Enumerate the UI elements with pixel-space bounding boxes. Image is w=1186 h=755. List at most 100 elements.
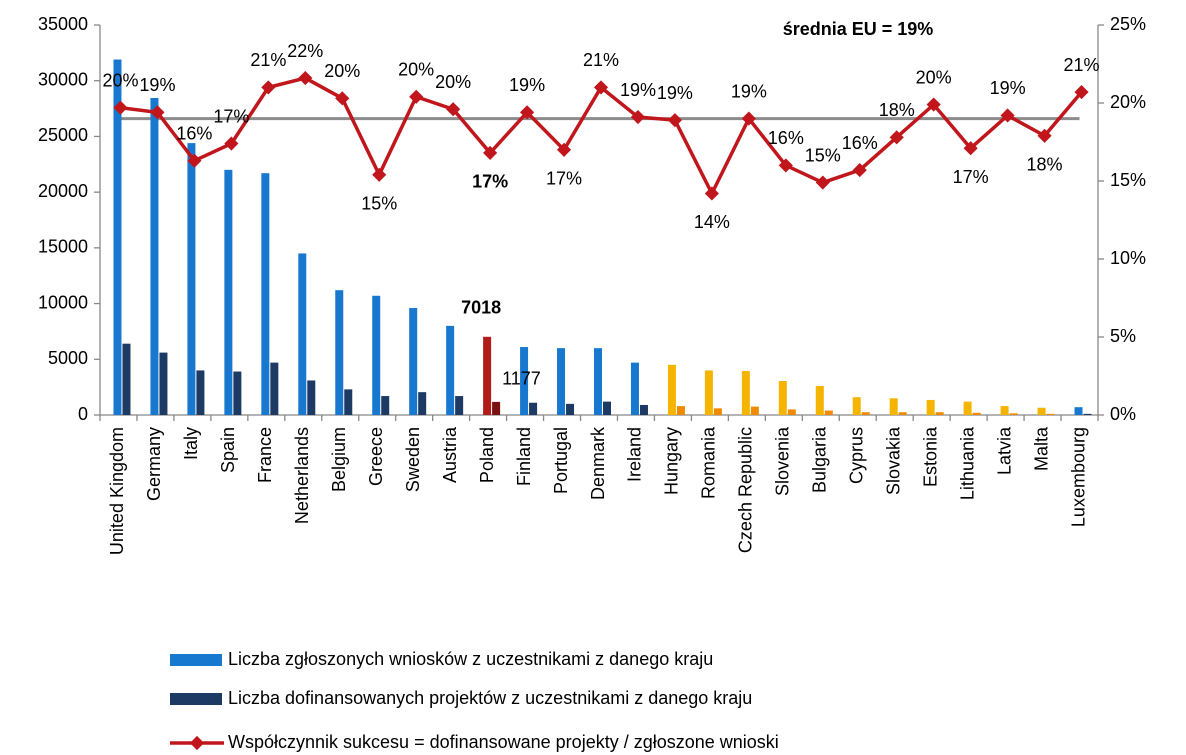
line-value-label: 17% [213,106,249,126]
bar [1083,413,1092,415]
line-marker [1037,128,1052,143]
bar-value-label: 7018 [461,298,501,318]
bar [926,399,935,415]
line-marker [483,145,498,160]
bar [1046,413,1055,415]
line-value-label: 21% [250,50,286,70]
line-value-label: 16% [842,133,878,153]
bar [418,392,427,415]
line-value-label: 22% [287,41,323,61]
line-marker [741,111,756,126]
y2-tick-label: 15% [1110,170,1146,190]
line-value-label: 21% [1064,55,1100,75]
bar [852,397,861,415]
bar [159,352,168,415]
legend-swatch [170,654,222,666]
line-marker [261,80,276,95]
x-tick-label: Finland [514,427,534,486]
line-value-label: 16% [176,123,212,143]
line-value-label: 18% [1027,155,1063,175]
x-tick-label: Germany [144,427,164,501]
line-value-label: 19% [509,75,545,95]
bar [150,97,159,415]
y2-tick-label: 10% [1110,248,1146,268]
x-tick-label: Bulgaria [810,426,830,493]
line-value-label: 17% [472,172,508,192]
bar [861,412,870,415]
x-tick-label: Spain [218,427,238,473]
line-value-label: 18% [879,100,915,120]
y-tick-label: 35000 [38,14,88,34]
line-marker [815,175,830,190]
x-tick-label: Ireland [625,427,645,482]
bar [815,386,824,415]
bar [446,325,455,415]
x-tick-label: Slovenia [773,426,793,496]
line-marker [556,142,572,157]
y-tick-label: 5000 [48,348,88,368]
bar [483,336,492,415]
line-marker [1074,85,1089,100]
line-value-label: 20% [916,67,952,87]
line-value-label: 19% [620,80,656,100]
bar [787,409,796,415]
line-marker [778,158,793,173]
line-value-label: 14% [694,212,730,232]
bar [381,396,390,415]
x-tick-label: Greece [366,427,386,486]
line-marker [630,109,646,125]
line-value-label: 15% [805,145,841,165]
line-marker [372,167,387,182]
bar [1009,413,1018,415]
y2-tick-label: 0% [1110,404,1136,424]
x-tick-label: Portugal [551,427,571,494]
bar [557,348,566,415]
line-value-label: 17% [546,169,582,189]
line-marker [446,102,461,117]
bar [224,169,233,415]
x-tick-label: Malta [1031,426,1051,471]
x-tick-label: Latvia [994,426,1014,475]
x-tick-label: Denmark [588,426,608,500]
line-marker [667,113,682,128]
line-value-label: 15% [361,194,397,214]
x-tick-label: Romania [699,426,719,499]
legend-label: Współczynnik sukcesu = dofinansowane pro… [228,732,779,752]
legend-marker [189,735,205,751]
bar [529,402,538,415]
x-tick-label: Belgium [329,427,349,492]
line-marker [889,130,904,145]
line-value-label: 19% [731,81,767,101]
x-tick-label: Hungary [662,427,682,495]
line-value-label: 20% [435,72,471,92]
line-value-label: 17% [953,167,989,187]
y-tick-label: 25000 [38,125,88,145]
bar [298,253,307,415]
bar [667,364,676,415]
legend-label: Liczba dofinansowanych projektów z uczes… [228,688,752,708]
bar [233,371,242,415]
bar [639,404,648,415]
line-marker [187,153,202,168]
x-tick-label: Cyprus [846,427,866,484]
y-tick-label: 10000 [38,292,88,312]
x-tick-label: Sweden [403,427,423,492]
bar [335,290,344,415]
x-tick-label: Estonia [920,426,940,487]
bar [778,381,787,415]
bar [630,362,639,415]
bar [741,370,750,415]
x-tick-label: Austria [440,426,460,483]
line-value-label: 16% [768,128,804,148]
line-marker [593,80,609,95]
line-marker [1000,108,1015,123]
legend-label: Liczba zgłoszonych wniosków z uczestnika… [228,649,713,669]
line-marker [409,89,424,104]
bar [270,362,279,415]
y-tick-label: 15000 [38,237,88,257]
bar [824,410,833,415]
x-tick-label: France [255,427,275,483]
y2-tick-label: 5% [1110,326,1136,346]
line-marker [298,70,313,86]
